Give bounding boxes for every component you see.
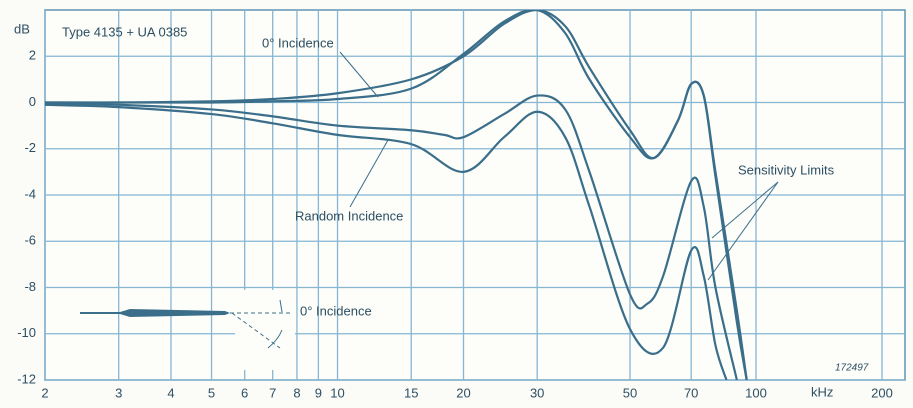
- annotation: Sensitivity Limits: [738, 162, 835, 177]
- x-tick-label: 10: [330, 385, 344, 400]
- x-tick-label: 3: [115, 385, 122, 400]
- microphone: [80, 309, 230, 317]
- x-tick-label: 2: [41, 385, 48, 400]
- leader-line: [339, 51, 379, 98]
- y-tick-label: -12: [17, 371, 36, 386]
- annotation: Random Incidence: [295, 208, 403, 223]
- x-tick-label: 20: [456, 385, 470, 400]
- x-tick-label: 8: [293, 385, 300, 400]
- microphone-diagram: [80, 290, 295, 370]
- x-tick-label: 100: [745, 385, 767, 400]
- angle-arc: [267, 299, 283, 349]
- x-tick-label: 200: [871, 385, 893, 400]
- y-tick-label: -10: [17, 325, 36, 340]
- annotation: 172497: [835, 363, 869, 374]
- y-tick-label: -4: [24, 186, 36, 201]
- x-tick-label: 7: [269, 385, 276, 400]
- y-tick-label: -8: [24, 279, 36, 294]
- annotation: 0° Incidence: [300, 303, 372, 318]
- x-tick-label: 30: [530, 385, 544, 400]
- annotation: 0° Incidence: [262, 35, 334, 50]
- x-tick-label: 9: [315, 385, 322, 400]
- chart-title: Type 4135 + UA 0385: [62, 24, 187, 39]
- curve: [45, 94, 738, 380]
- x-tick-label: 6: [241, 385, 248, 400]
- y-tick-label: 0: [29, 94, 36, 109]
- annotations: 0° Incidence Random Incidence Sensitivit…: [262, 35, 869, 373]
- leader-line: [707, 181, 779, 281]
- x-axis-label: kHz: [811, 384, 833, 399]
- leader-line: [349, 139, 389, 208]
- angle-line: [231, 312, 281, 349]
- y-axis-label: dB: [14, 21, 30, 36]
- y-tick-label: -6: [24, 233, 36, 248]
- x-tick-label: 4: [167, 385, 174, 400]
- y-tick-label: -2: [24, 140, 36, 155]
- grid: [44, 10, 905, 381]
- x-tick-label: 70: [684, 385, 698, 400]
- x-tick-label: 50: [623, 385, 637, 400]
- y-tick-label: 2: [29, 48, 36, 63]
- x-tick-label: 5: [208, 385, 215, 400]
- inset-bg: [235, 290, 295, 370]
- x-tick-label: 15: [404, 385, 418, 400]
- curve: [45, 10, 748, 380]
- curve: [45, 103, 728, 380]
